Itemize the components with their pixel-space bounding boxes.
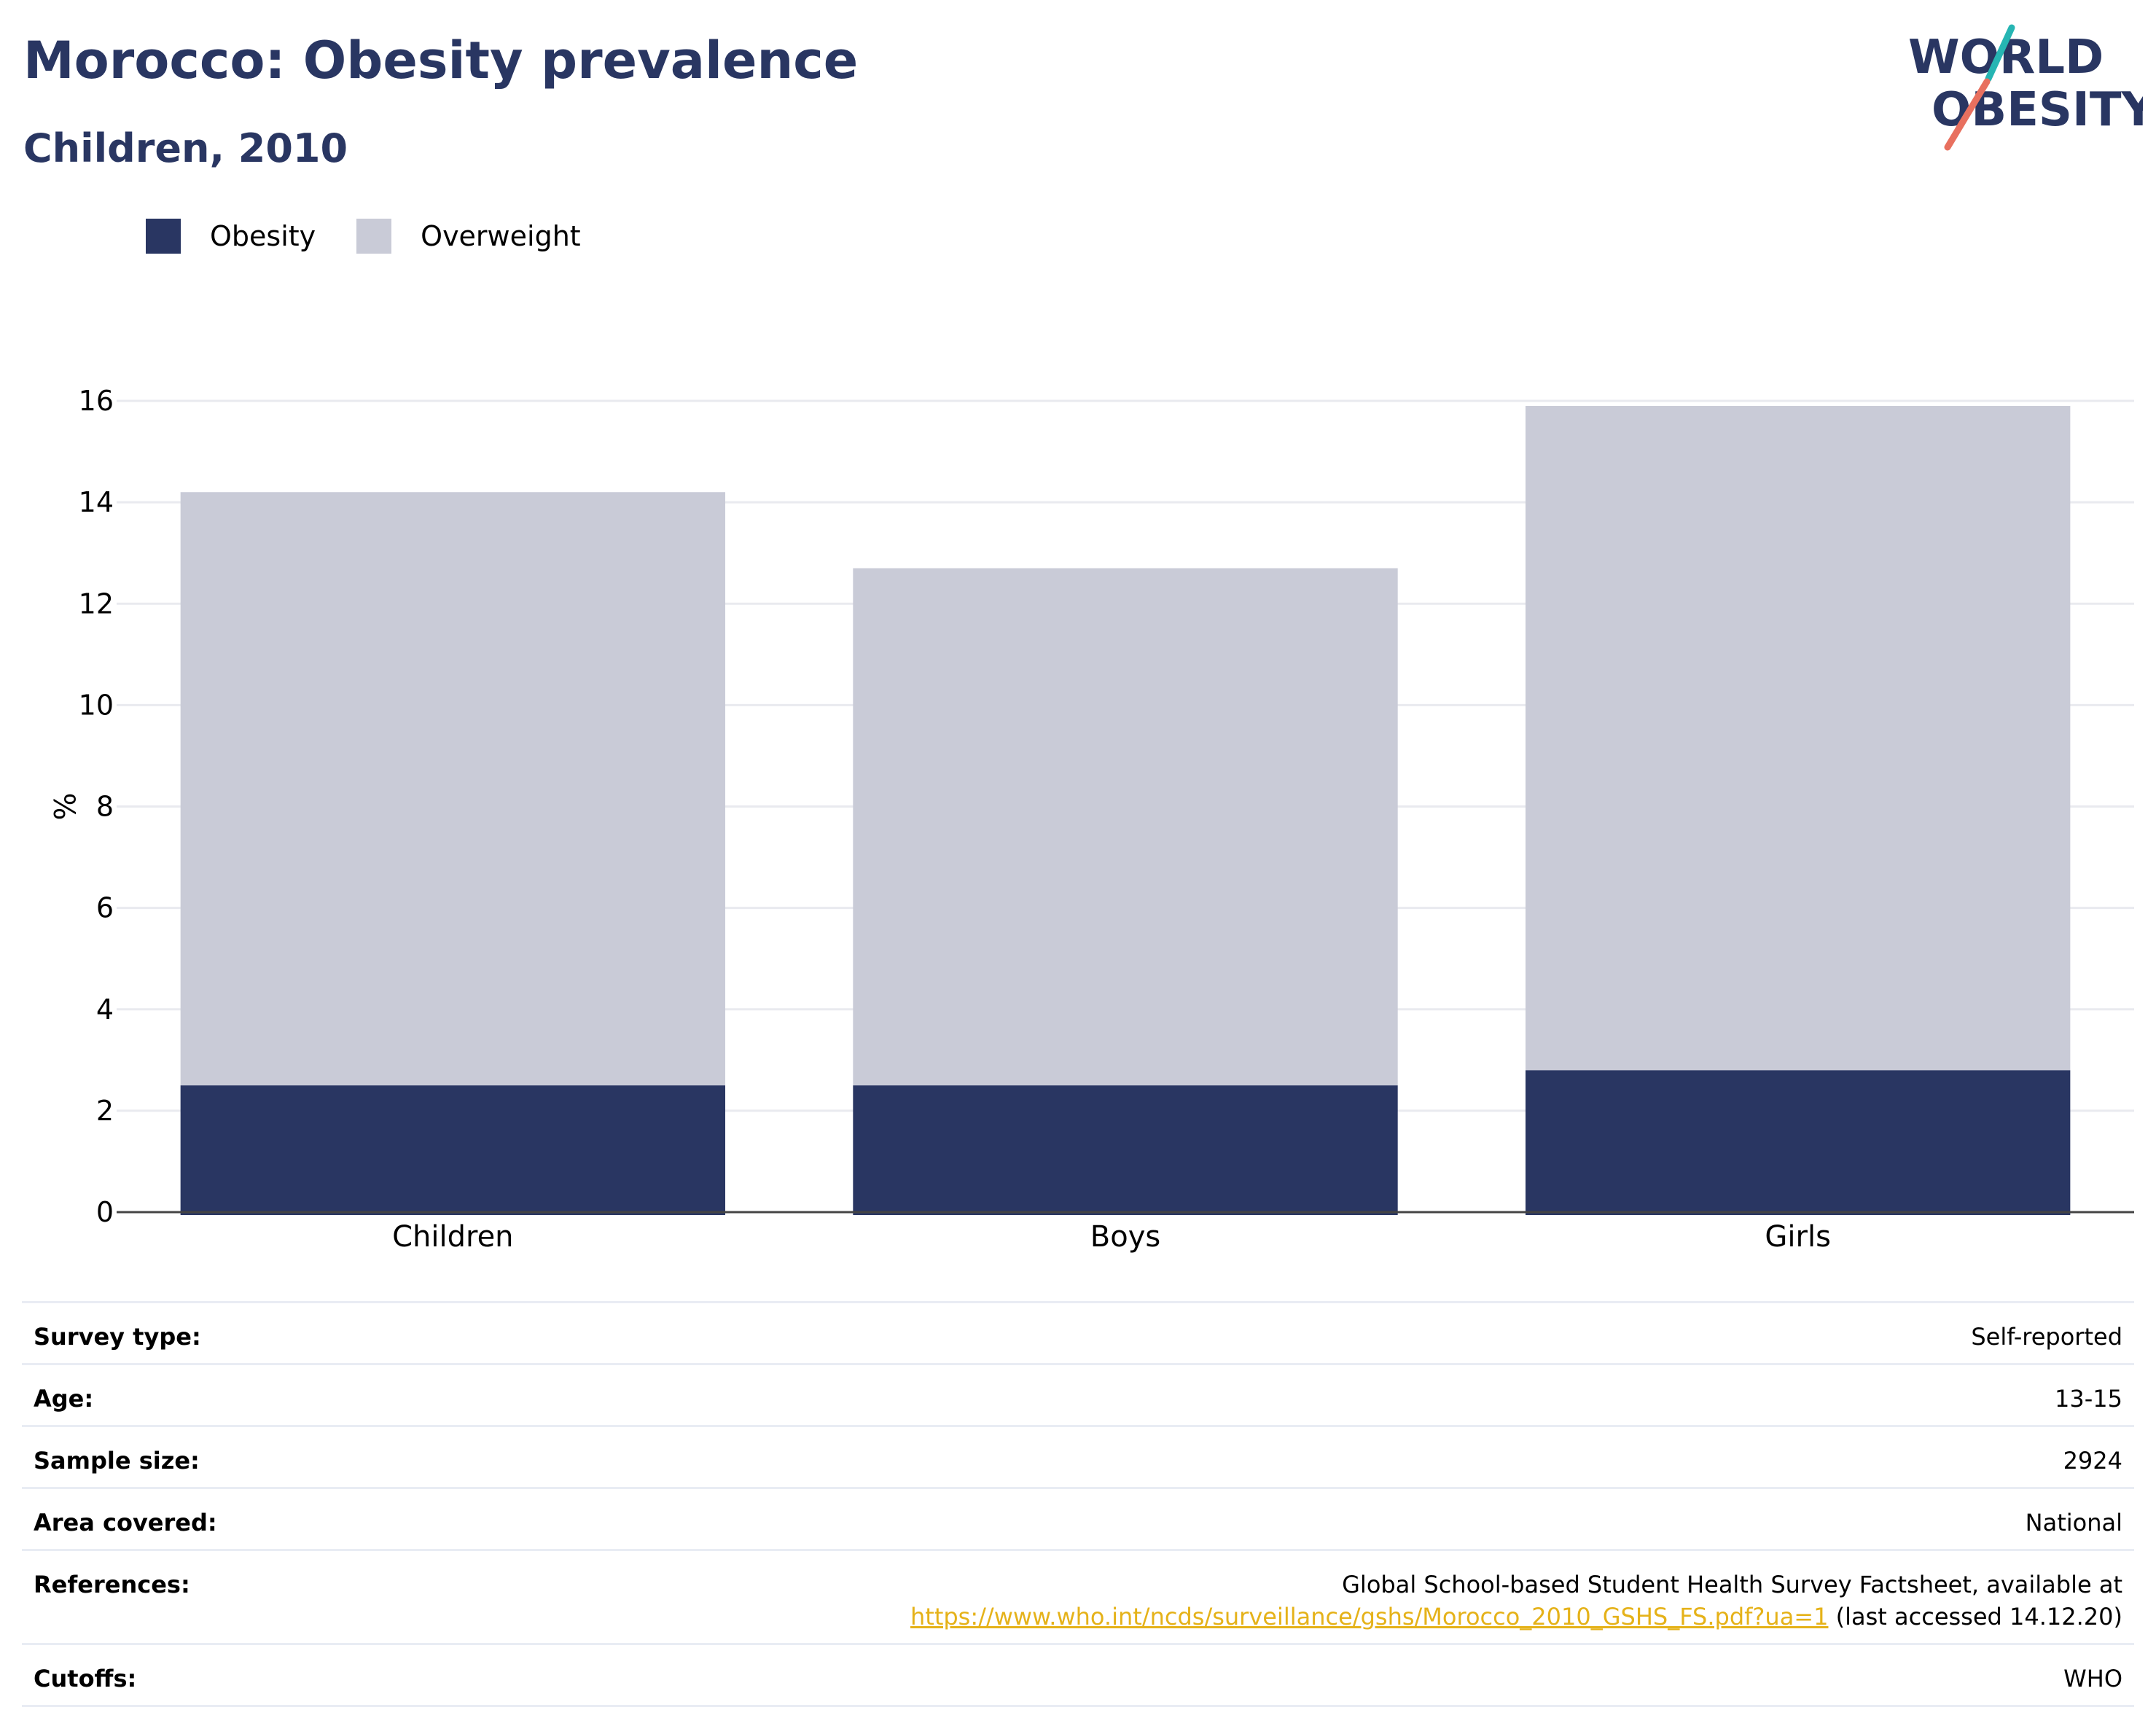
y-tick-label-2: 2	[96, 1095, 114, 1127]
info-key-references: References:	[22, 1549, 325, 1644]
x-tick-label-girls: Girls	[1765, 1220, 1831, 1254]
info-row-references: References: Global School-based Student …	[22, 1549, 2134, 1644]
chart-legend: Obesity Overweight	[146, 217, 622, 255]
page-subtitle: Children, 2010	[23, 125, 348, 171]
info-row-cutoffs: Cutoffs: WHO	[22, 1643, 2134, 1707]
legend-swatch-overweight	[356, 219, 392, 254]
logo-slash-teal	[1985, 24, 2015, 82]
reference-suffix: (last accessed 14.12.20)	[1828, 1603, 2122, 1630]
y-tick-label-16: 16	[79, 385, 114, 417]
info-value-area-covered: National	[324, 1487, 2134, 1550]
bar-obesity-girls[interactable]	[1525, 1070, 2071, 1215]
y-tick-label-10: 10	[79, 689, 114, 721]
x-tick-label-children: Children	[392, 1220, 513, 1254]
bar-overweight-boys[interactable]	[853, 568, 1398, 1086]
info-row-survey-type: Survey type: Self-reported	[22, 1301, 2134, 1364]
y-tick-label-4: 4	[96, 993, 114, 1026]
y-tick-label-0: 0	[96, 1196, 114, 1228]
page-title: Morocco: Obesity prevalence	[23, 31, 859, 90]
y-tick-label-6: 6	[96, 892, 114, 924]
bar-overweight-girls[interactable]	[1525, 405, 2071, 1071]
y-tick-label-14: 14	[79, 486, 114, 518]
bar-chart: 0 2 4 6 8 10 12 14 16% Children Boys Girls	[47, 385, 2134, 1254]
legend-label-overweight: Overweight	[421, 220, 581, 252]
info-value-references: Global School-based Student Health Surve…	[324, 1549, 2134, 1644]
reference-link[interactable]: https://www.who.int/ncds/surveillance/gs…	[910, 1603, 1829, 1630]
info-value-age: 13-15	[324, 1363, 2134, 1426]
bar-obesity-boys[interactable]	[853, 1085, 1398, 1215]
world-obesity-logo: WORLD OBESITY	[1908, 24, 2143, 151]
legend-swatch-obesity	[146, 219, 181, 254]
survey-info-table: Survey type: Self-reported Age: 13-15 Sa…	[22, 1301, 2134, 1707]
info-row-sample-size: Sample size: 2924	[22, 1425, 2134, 1488]
info-value-sample-size: 2924	[324, 1425, 2134, 1488]
reference-link-line: https://www.who.int/ncds/surveillance/gs…	[336, 1601, 2122, 1633]
y-axis-label: %	[47, 792, 80, 820]
y-tick-label-8: 8	[96, 791, 114, 823]
info-value-cutoffs: WHO	[324, 1643, 2134, 1707]
legend-label-obesity: Obesity	[210, 220, 316, 252]
bar-overweight-children[interactable]	[180, 492, 726, 1086]
info-key-sample-size: Sample size:	[22, 1425, 325, 1488]
reference-text: Global School-based Student Health Surve…	[1342, 1571, 2122, 1598]
y-tick-label-12: 12	[79, 587, 114, 620]
logo-slash-coral	[1944, 78, 1991, 151]
info-key-survey-type: Survey type:	[22, 1301, 325, 1364]
info-key-area-covered: Area covered:	[22, 1487, 325, 1550]
info-row-area-covered: Area covered: National	[22, 1487, 2134, 1550]
info-value-survey-type: Self-reported	[324, 1301, 2134, 1364]
info-key-cutoffs: Cutoffs:	[22, 1643, 325, 1707]
info-key-age: Age:	[22, 1363, 325, 1426]
info-row-age: Age: 13-15	[22, 1363, 2134, 1426]
legend-item-obesity[interactable]: Obesity	[146, 219, 316, 254]
x-tick-label-boys: Boys	[1090, 1220, 1160, 1254]
legend-item-overweight[interactable]: Overweight	[356, 219, 581, 254]
bar-obesity-children[interactable]	[180, 1085, 726, 1215]
